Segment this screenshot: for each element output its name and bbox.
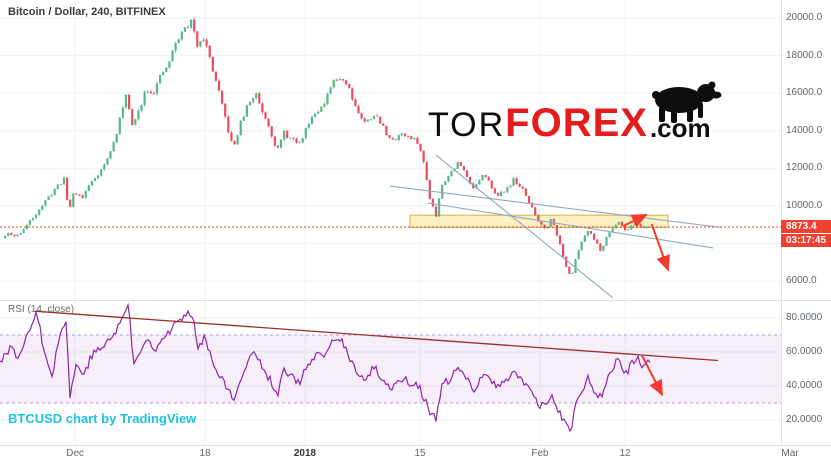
rsi-band [0, 335, 781, 403]
bar-countdown-timer: 03:17:45 [781, 234, 831, 248]
rsi-trendline[interactable] [34, 310, 719, 362]
price-axis-label: 20000.0 [786, 12, 823, 23]
watermark-tor-text: TOR [428, 106, 506, 144]
price-axis-label: 16000.0 [786, 87, 823, 99]
time-axis-label: 18 [199, 448, 211, 459]
rsi-axis-label: 40.0000 [786, 380, 823, 391]
time-axis-label: Mar [781, 448, 799, 459]
rsi-indicator-label: RSI (14, close) [8, 304, 75, 315]
price-axis-label: 18000.0 [786, 49, 823, 61]
time-axis-label: 12 [619, 448, 631, 459]
rsi-axis-label: 60.0000 [786, 346, 823, 357]
time-axis-label: 2018 [293, 448, 317, 459]
price-axis-label: 12000.0 [786, 162, 823, 174]
rsi-axis-label: 80.0000 [786, 312, 823, 323]
last-price-tag: 8873.4 [781, 220, 831, 234]
time-axis-label: Feb [531, 448, 549, 459]
time-axis-label: Dec [66, 448, 84, 459]
rsi-axis-label: 20.0000 [786, 414, 823, 425]
watermark-forex-text: FOREX [505, 101, 648, 145]
price-axis-label: 6000.0 [786, 275, 817, 286]
torforex-watermark: TOR FOREX .com [428, 81, 722, 145]
candlestick-series [4, 17, 651, 275]
price-axis-label: 14000.0 [786, 124, 823, 136]
forecast-arrows [623, 213, 670, 397]
price-axis-label: 10000.0 [786, 199, 823, 211]
rsi-series [0, 302, 651, 433]
tradingview-attribution-link[interactable]: BTCUSD chart by TradingView [8, 411, 197, 426]
bear-icon [651, 81, 722, 123]
time-axis-label: 15 [414, 448, 426, 459]
symbol-legend: Bitcoin / Dollar, 240, BITFINEX [8, 6, 166, 18]
